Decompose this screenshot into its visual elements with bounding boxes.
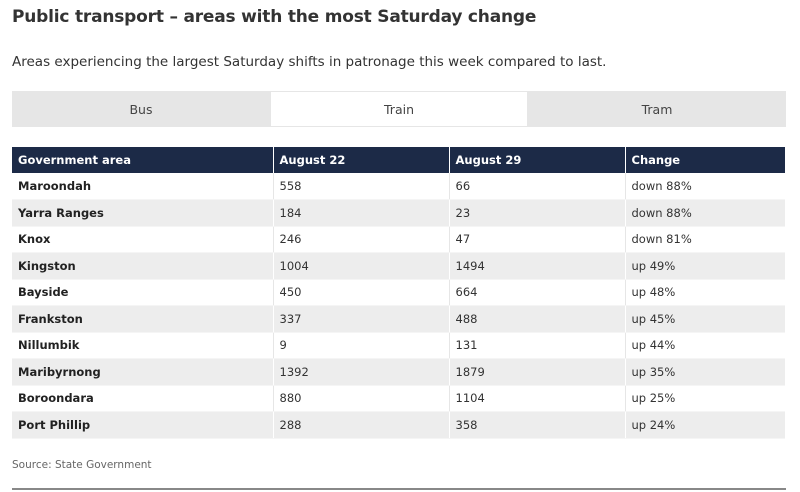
cell-august-22: 1392	[273, 358, 450, 386]
table-header-row: Government area August 22 August 29 Chan…	[12, 147, 785, 173]
cell-august-22: 246	[273, 226, 450, 253]
cell-august-22: 880	[273, 385, 450, 412]
cell-area: Nillumbik	[12, 332, 274, 359]
cell-august-29: 1104	[449, 385, 626, 412]
table-row: Maribyrnong 1392 1879 up 35%	[12, 358, 785, 386]
table-row: Knox 246 47 down 81%	[12, 226, 785, 253]
cell-change: up 35%	[625, 358, 785, 386]
cell-august-29: 664	[449, 279, 626, 306]
cell-area: Maroondah	[12, 173, 274, 200]
cell-august-22: 1004	[273, 252, 450, 280]
cell-august-22: 288	[273, 411, 450, 439]
cell-change: up 44%	[625, 332, 785, 359]
bottom-divider	[12, 488, 786, 490]
cell-area: Maribyrnong	[12, 358, 274, 386]
cell-area: Yarra Ranges	[12, 199, 274, 227]
table-row: Port Phillip 288 358 up 24%	[12, 411, 785, 439]
page-subtitle: Areas experiencing the largest Saturday …	[12, 54, 607, 70]
cell-august-29: 1879	[449, 358, 626, 386]
tab-bus[interactable]: Bus	[129, 101, 153, 117]
transport-tabs: Bus Train Tram	[12, 91, 786, 127]
cell-area: Frankston	[12, 305, 274, 333]
patronage-table: Government area August 22 August 29 Chan…	[12, 147, 785, 439]
table-row: Frankston 337 488 up 45%	[12, 305, 785, 333]
cell-change: down 81%	[625, 226, 785, 253]
cell-august-29: 358	[449, 411, 626, 439]
table-row: Yarra Ranges 184 23 down 88%	[12, 199, 785, 227]
table-row: Nillumbik 9 131 up 44%	[12, 332, 785, 359]
cell-area: Port Phillip	[12, 411, 274, 439]
cell-change: up 25%	[625, 385, 785, 412]
header-change[interactable]: Change	[631, 153, 681, 167]
cell-august-22: 558	[273, 173, 450, 200]
cell-area: Bayside	[12, 279, 274, 306]
cell-august-29: 47	[449, 226, 626, 253]
cell-change: up 45%	[625, 305, 785, 333]
table-row: Boroondara 880 1104 up 25%	[12, 385, 785, 412]
cell-august-22: 337	[273, 305, 450, 333]
cell-change: up 49%	[625, 252, 785, 280]
cell-august-22: 450	[273, 279, 450, 306]
table-row: Bayside 450 664 up 48%	[12, 279, 785, 306]
cell-august-29: 23	[449, 199, 626, 227]
cell-change: down 88%	[625, 173, 785, 200]
tab-train[interactable]: Train	[270, 91, 528, 127]
cell-change: up 48%	[625, 279, 785, 306]
table-body: Maroondah 558 66 down 88% Yarra Ranges 184 23 d…	[12, 173, 785, 439]
header-august-29[interactable]: August 29	[449, 147, 626, 173]
cell-august-22: 9	[273, 332, 450, 359]
page-title: Public transport – areas with the most S…	[12, 7, 537, 27]
cell-change: up 24%	[625, 411, 785, 439]
source-note: Source: State Government	[12, 459, 152, 471]
cell-area: Boroondara	[12, 385, 274, 412]
cell-august-29: 1494	[449, 252, 626, 280]
cell-change: down 88%	[625, 199, 785, 227]
cell-august-29: 488	[449, 305, 626, 333]
cell-august-22: 184	[273, 199, 450, 227]
cell-area: Kingston	[12, 252, 274, 280]
header-government-area[interactable]: Government area	[12, 147, 274, 173]
tab-tram[interactable]: Tram	[641, 101, 673, 117]
table-row: Kingston 1004 1494 up 49%	[12, 252, 785, 280]
cell-august-29: 66	[449, 173, 626, 200]
header-august-22[interactable]: August 22	[273, 147, 450, 173]
cell-area: Knox	[12, 226, 274, 253]
table-row: Maroondah 558 66 down 88%	[12, 173, 785, 200]
cell-august-29: 131	[449, 332, 626, 359]
